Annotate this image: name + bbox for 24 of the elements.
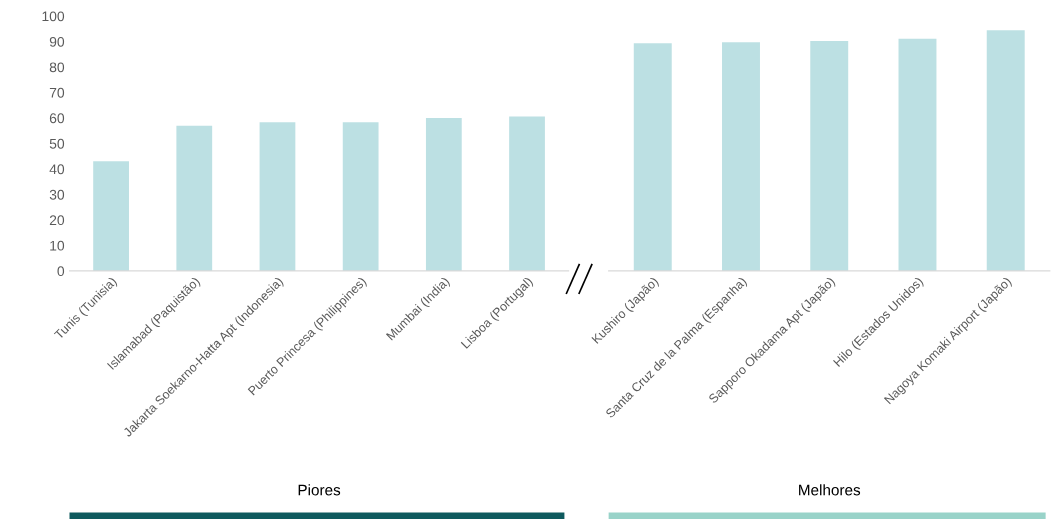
y-tick-label: 70	[49, 87, 65, 98]
bar	[810, 41, 849, 271]
y-tick-label: 0	[57, 266, 65, 277]
y-tick-label: 90	[49, 36, 65, 47]
y-tick-label: 50	[49, 138, 65, 149]
bar	[633, 43, 672, 271]
bar	[986, 30, 1025, 271]
text: Melhores	[799, 484, 861, 496]
y-tick-label: 100	[42, 11, 65, 22]
y-tick-label: 20	[49, 215, 65, 226]
y-tick-label: 40	[49, 164, 65, 175]
bar	[722, 42, 760, 271]
bar	[425, 118, 462, 271]
bar	[93, 161, 129, 271]
bar	[509, 116, 545, 271]
y-tick-label: 30	[49, 189, 65, 200]
bar	[342, 122, 379, 271]
bar	[259, 122, 296, 271]
bar	[176, 125, 213, 271]
text: Piores	[298, 484, 341, 496]
y-tick-label: 60	[49, 113, 65, 124]
bar	[898, 38, 937, 271]
y-tick-label: 80	[49, 62, 65, 73]
y-tick-label: 10	[50, 240, 65, 251]
